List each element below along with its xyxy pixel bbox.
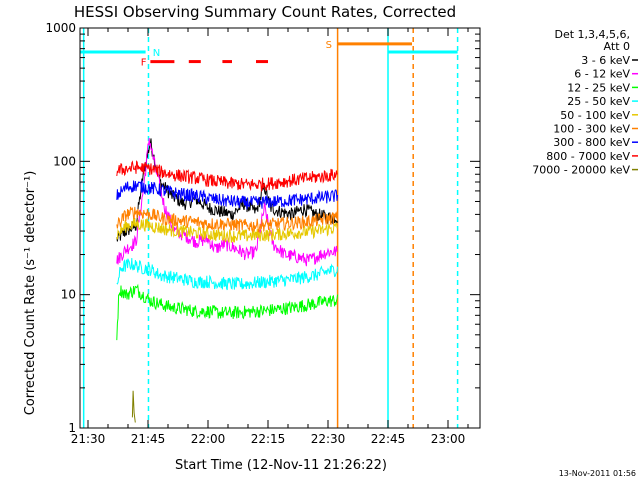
event-bar-label: S <box>326 40 332 51</box>
y-tick-label: 1000 <box>45 21 76 35</box>
x-tick-label: 22:45 <box>371 432 406 446</box>
event-bar-label: F <box>141 58 147 69</box>
y-tick-label: 100 <box>53 154 76 168</box>
x-tick-label: 22:30 <box>311 432 346 446</box>
legend-entry: 6 - 12 keV <box>574 68 630 81</box>
axes: 21:30 21:45 22:00 22:15 22:30 22:45 23:00 1 10 10… <box>45 21 481 446</box>
series-line <box>116 283 339 341</box>
legend-entry: 100 - 300 keV <box>553 123 630 136</box>
legend-header: Det 1,3,4,5,6, <box>554 28 630 41</box>
event-bar-label: N <box>153 48 160 59</box>
legend-entry: 3 - 6 keV <box>581 54 630 67</box>
legend-entry: 7000 - 20000 keV <box>532 164 630 177</box>
series-line <box>116 160 338 193</box>
series-line <box>116 179 339 210</box>
series-line <box>116 138 338 267</box>
y-tick-label: 1 <box>68 421 76 435</box>
legend-entry: 800 - 7000 keV <box>546 150 630 163</box>
series-line <box>116 206 339 233</box>
footer-timestamp: 13-Nov-2011 01:56 <box>559 469 636 478</box>
plot-frame <box>79 27 481 429</box>
x-tick-label: 22:15 <box>251 432 286 446</box>
chart-title: HESSI Observing Summary Count Rates, Cor… <box>74 3 456 21</box>
y-axis-label: Corrected Count Rate (s⁻¹ detector⁻¹) <box>23 171 38 416</box>
x-axis-label: Start Time (12-Nov-11 21:26:22) <box>175 458 387 473</box>
x-tick-label: 21:45 <box>131 432 166 446</box>
x-tick-label: 21:30 <box>71 432 106 446</box>
x-tick-label: 22:00 <box>191 432 226 446</box>
y-tick-label: 10 <box>61 288 76 302</box>
legend-header: Att 0 <box>604 40 630 53</box>
legend-entry: 300 - 800 keV <box>553 136 630 149</box>
series-line <box>116 217 338 243</box>
series-line <box>116 257 339 291</box>
x-tick-label: 23:00 <box>431 432 466 446</box>
legend-entry: 25 - 50 keV <box>567 95 630 108</box>
legend-entry: 50 - 100 keV <box>560 109 630 122</box>
event-bars: NF S <box>80 40 458 69</box>
series-line <box>131 390 136 423</box>
vertical-markers <box>82 28 459 428</box>
legend-entry: 12 - 25 keV <box>567 81 630 94</box>
series-lines <box>116 138 339 423</box>
